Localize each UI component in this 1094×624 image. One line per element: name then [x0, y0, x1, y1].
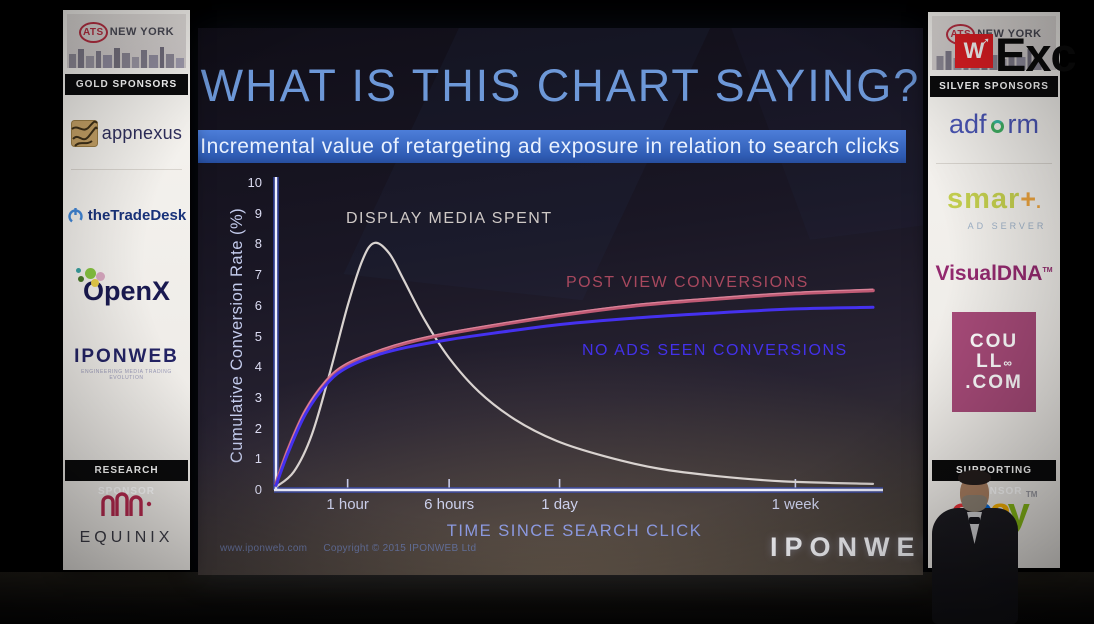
- tradedesk-label: theTradeDesk: [87, 206, 187, 224]
- exchangewire-watermark: W ➚ Exc: [955, 28, 1077, 81]
- ats-city-label: NEW YORK: [109, 26, 175, 38]
- x-tick-label: 6 hours: [424, 496, 475, 513]
- visualdna-label: VisualDNA: [935, 262, 1043, 285]
- gold-sponsors-banner: GOLD SPONSORS: [65, 74, 188, 95]
- skyline-graphic: [69, 47, 184, 68]
- coull-line3: .COM: [965, 371, 1023, 393]
- adform-o-ring: [990, 120, 1004, 133]
- ats-newyork-logo: ATS NEW YORK: [67, 14, 186, 68]
- appnexus-logo: appnexus: [63, 111, 190, 155]
- tradedesk-logo: theTradeDesk: [63, 198, 190, 232]
- chart-plot-area: [273, 177, 883, 493]
- presenter-bowtie: [969, 517, 980, 524]
- y-tick-label: 0: [254, 482, 262, 497]
- y-tick-label: 6: [254, 297, 262, 313]
- coull-logo: COU LL∞ .COM: [952, 312, 1036, 412]
- visualdna-tm: TM: [1042, 267, 1053, 274]
- adform-logo: adf rm: [928, 109, 1060, 153]
- appnexus-label: appnexus: [101, 122, 183, 143]
- equinix-icon: [100, 492, 151, 516]
- x-tick-label: 1 hour: [326, 496, 369, 513]
- projection-slide: WHAT IS THIS CHART SAYING? Incremental v…: [198, 28, 923, 575]
- openx-logo: OpenX: [63, 262, 190, 318]
- y-tick-label: 2: [254, 420, 262, 436]
- slide-subtitle: Incremental value of retargeting ad expo…: [200, 134, 900, 158]
- equinix-label: EQUINIX: [79, 529, 174, 546]
- y-tick-label: 4: [254, 359, 262, 375]
- divider: [936, 163, 1052, 164]
- coull-line2: LL∞: [976, 350, 1012, 372]
- smart-subtitle: AD SERVER: [967, 221, 1047, 231]
- footer-url: www.iponweb.com: [220, 543, 308, 554]
- footer-copyright: Copyright © 2015 IPONWEB Ltd: [323, 543, 477, 554]
- equinix-logo: EQUINIX: [63, 490, 190, 547]
- divider: [71, 169, 182, 170]
- y-tick-label: 5: [254, 328, 262, 344]
- smart-adserver-logo: smar+. AD SERVER: [928, 184, 1060, 231]
- coull-line1: COU: [969, 330, 1019, 352]
- left-sponsor-panel: ATS NEW YORK GOLD SPONSORS appnexus theTr…: [63, 10, 190, 570]
- adform-label-b: rm: [1007, 109, 1040, 139]
- x-tick-label: 1 day: [541, 496, 578, 513]
- presenter-beard: [962, 495, 987, 512]
- presenter-hair: [958, 470, 991, 485]
- openx-dot-teal: [76, 268, 81, 273]
- presenter-person: [920, 468, 1035, 624]
- iponweb-wordmark: IPONWEB: [770, 532, 923, 562]
- openx-dot-yellow: [91, 279, 99, 287]
- series-label-display-media-spent: DISPLAY MEDIA SPENT: [346, 210, 553, 227]
- y-axis-tick-labels: 0 1 2 3 4 5 6 7 8 9 10: [240, 175, 268, 497]
- power-icon: [68, 207, 83, 224]
- chart-canvas: [273, 177, 883, 493]
- slide-subtitle-bar: Incremental value of retargeting ad expo…: [198, 130, 906, 163]
- watermark-text: Exc: [995, 28, 1077, 81]
- appnexus-icon: [70, 119, 98, 147]
- y-tick-label: 7: [254, 267, 262, 283]
- smart-label: smar: [946, 183, 1021, 215]
- series-label-post-view-conversions: POST VIEW CONVERSIONS: [566, 274, 809, 291]
- visualdna-logo: VisualDNATM: [928, 261, 1060, 286]
- y-tick-label: 8: [254, 236, 262, 252]
- research-sponsor-banner: RESEARCH SPONSOR: [65, 460, 188, 497]
- y-tick-label: 9: [254, 205, 262, 221]
- iponweb-label: IPONWEB: [74, 346, 179, 367]
- watermark-w-icon: W ➚: [955, 34, 993, 68]
- arrow-icon: ➚: [980, 36, 990, 48]
- x-tick-label: 1 week: [771, 496, 820, 513]
- adform-label-a: adf: [948, 109, 987, 139]
- coull-infinity: ∞: [1003, 355, 1012, 370]
- x-axis-tick-labels: 1 hour 6 hours 1 day 1 week: [276, 496, 873, 516]
- y-tick-label: 1: [254, 451, 262, 467]
- ats-circle-logo: ATS: [78, 22, 108, 43]
- iponweb-tagline: ENGINEERING MEDIA TRADING EVOLUTION: [81, 369, 172, 381]
- smart-dot: .: [1036, 192, 1042, 212]
- series-label-no-ads-seen-conversions: NO ADS SEEN CONVERSIONS: [582, 342, 848, 359]
- openx-dot-olive: [78, 276, 84, 282]
- y-tick-label: 10: [247, 175, 262, 190]
- y-tick-label: 3: [254, 389, 262, 405]
- iponweb-logo: IPONWEB ENGINEERING MEDIA TRADING EVOLUT…: [63, 346, 190, 381]
- smart-plus: +: [1020, 184, 1037, 214]
- slide-footer: www.iponweb.com Copyright © 2015 IPONWEB …: [220, 543, 492, 554]
- slide-title: WHAT IS THIS CHART SAYING?: [200, 60, 921, 111]
- openx-dot-green: [85, 268, 96, 279]
